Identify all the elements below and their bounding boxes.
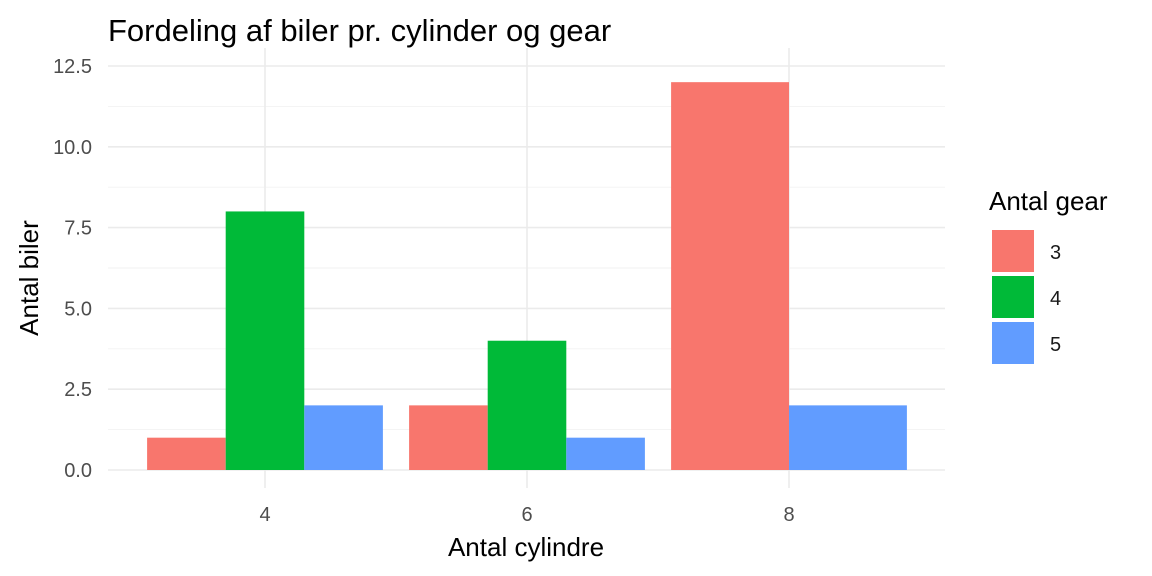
bar-cyl-6-gear-5 [566, 437, 645, 470]
y-tick-label: 2.5 [64, 379, 92, 401]
legend-key-5 [992, 322, 1034, 364]
chart-title: Fordeling af biler pr. cylinder og gear [108, 13, 611, 48]
y-tick-label: 12.5 [53, 56, 92, 78]
y-tick-label: 5.0 [64, 298, 92, 320]
x-axis-title: Antal cylindre [448, 532, 604, 562]
bar-cyl-4-gear-5 [304, 405, 383, 470]
bar-cyl-4-gear-4 [225, 211, 305, 470]
legend: Antal gear 3 4 5 [989, 186, 1108, 364]
legend-label-4: 4 [1050, 288, 1061, 310]
legend-key-3 [992, 230, 1034, 272]
legend-title: Antal gear [989, 186, 1108, 216]
bar-cyl-6-gear-3 [409, 405, 488, 470]
y-tick-label: 10.0 [53, 137, 92, 159]
legend-label-3: 3 [1050, 242, 1061, 264]
y-tick-label: 0.0 [64, 460, 92, 482]
legend-items: 3 4 5 [992, 230, 1061, 364]
y-axis-tick-labels: 0.0 2.5 5.0 7.5 10.0 12.5 [53, 56, 92, 482]
bar-cyl-8-gear-5 [789, 405, 907, 470]
x-tick-label: 4 [259, 504, 270, 526]
bars [147, 82, 907, 470]
y-tick-label: 7.5 [64, 218, 92, 240]
bar-cyl-4-gear-3 [147, 437, 226, 470]
x-axis-tick-labels: 4 6 8 [259, 504, 794, 526]
x-tick-label: 6 [521, 504, 532, 526]
legend-key-4 [992, 276, 1034, 318]
bar-cyl-6-gear-4 [487, 340, 567, 470]
y-axis-title: Antal biler [14, 220, 44, 336]
bar-cyl-8-gear-3 [671, 82, 789, 470]
x-tick-label: 8 [783, 504, 794, 526]
legend-label-5: 5 [1050, 334, 1061, 356]
